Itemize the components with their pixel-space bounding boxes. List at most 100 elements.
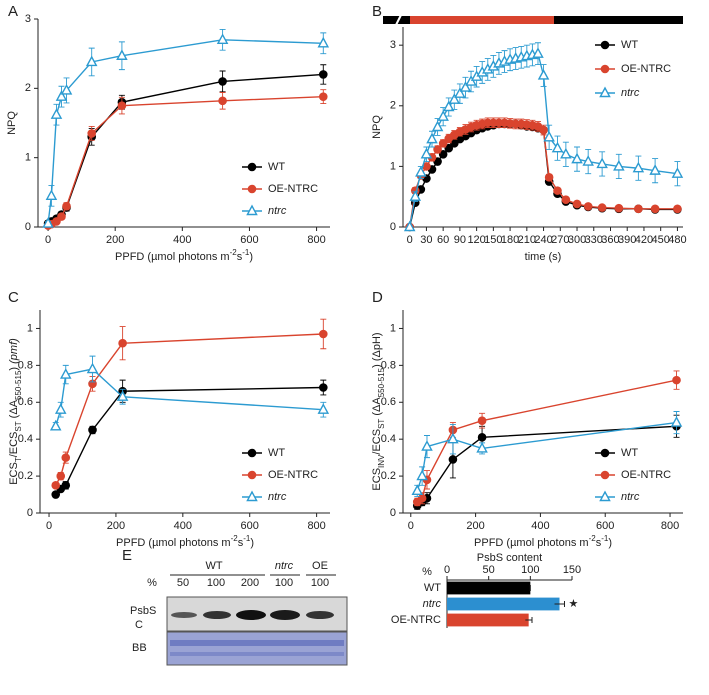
marker	[537, 69, 550, 80]
marker	[421, 440, 433, 451]
marker	[613, 159, 625, 171]
x-tick-label: 90	[454, 234, 466, 246]
marker	[532, 47, 544, 58]
x-tick-label: 800	[307, 234, 325, 246]
x-tick-label: 400	[173, 234, 191, 246]
legend-marker	[246, 204, 258, 216]
panel-letter: D	[372, 289, 383, 306]
marker	[673, 204, 682, 214]
marker	[52, 217, 61, 226]
legend-label: ntrc	[621, 87, 640, 99]
marker	[416, 469, 428, 481]
x-tick-label: 330	[585, 234, 603, 246]
x-tick-label: 450	[652, 234, 670, 246]
marker	[634, 204, 643, 214]
lane-label: 100	[311, 577, 329, 589]
y-tick-label: 0	[390, 221, 396, 233]
bar	[447, 597, 560, 611]
marker	[560, 147, 572, 159]
x-tick-label: 50	[483, 564, 495, 576]
marker	[317, 403, 330, 414]
y-tick-label: 0.8	[381, 359, 396, 371]
x-tick-label: 240	[534, 234, 552, 246]
label-part: ECS	[8, 462, 20, 485]
y-tick-label: 0.2	[18, 470, 33, 482]
marker	[561, 195, 571, 205]
x-tick-label: 120	[467, 234, 485, 246]
marker	[438, 149, 448, 159]
legend-label: OE-NTRC	[268, 183, 318, 195]
marker	[319, 383, 328, 392]
x-tick-label: 150	[484, 234, 502, 246]
bar	[447, 613, 529, 627]
label-part: -2	[589, 534, 597, 543]
marker	[539, 125, 548, 135]
legend-swatch	[599, 490, 611, 502]
x-tick-label: 100	[521, 564, 539, 576]
group-label: ntrc	[275, 560, 294, 572]
x-axis-label: %	[422, 566, 432, 578]
bar	[447, 581, 531, 595]
x-tick-label: 0	[46, 520, 52, 532]
x-tick-label: 400	[531, 520, 549, 532]
x-tick-label: 60	[437, 234, 449, 246]
legend-swatch	[247, 184, 257, 194]
marker	[426, 132, 438, 144]
x-tick-label: 0	[444, 564, 450, 576]
marker	[216, 33, 229, 44]
label-part: ST	[14, 421, 23, 431]
y-tick-label: 0.4	[381, 433, 396, 445]
marker	[431, 120, 444, 132]
legend-swatch	[600, 40, 610, 50]
marker	[437, 110, 449, 121]
label-part: -1	[243, 534, 251, 543]
marker	[420, 147, 433, 159]
label-part: time (s)	[525, 251, 562, 263]
legend-label: OE-NTRC	[621, 63, 671, 75]
marker	[444, 143, 454, 153]
legend-swatch	[247, 470, 257, 480]
marker	[433, 157, 442, 166]
y-tick-label: 0	[25, 221, 31, 233]
y-tick-label: 0.6	[18, 396, 33, 408]
label-part: NPQ	[6, 111, 18, 135]
band	[236, 610, 266, 620]
label-part: T	[14, 457, 23, 462]
x-tick-label: 180	[501, 234, 519, 246]
marker	[596, 157, 608, 169]
marker	[56, 471, 66, 481]
annotation: ★	[569, 598, 579, 610]
marker	[54, 403, 67, 414]
legend-label: WT	[621, 447, 638, 459]
x-tick-label: 600	[241, 520, 259, 532]
y-axis-label: ECST/ECSST (ΔA550-515) (pmf)	[8, 338, 23, 485]
marker	[671, 167, 684, 178]
panel-letter: E	[122, 547, 132, 564]
legend-label: OE-NTRC	[268, 469, 318, 481]
x-tick-label: 200	[106, 234, 124, 246]
marker	[45, 189, 58, 200]
label-part: s	[238, 537, 244, 549]
blot: % 50 100 200 100 100 WT ntrc OE PsbS C B…	[130, 560, 348, 666]
y-tick-label: OE-NTRC	[391, 614, 441, 626]
label-part: /ECS	[371, 429, 383, 455]
marker	[42, 217, 54, 228]
y-tick-label: 0	[27, 507, 33, 519]
marker	[459, 81, 472, 92]
x-axis-label: PPFD (µmol photons m-2s-1)	[116, 534, 254, 549]
legend-label: ntrc	[268, 205, 287, 217]
marker	[86, 362, 99, 374]
legend-marker	[600, 40, 610, 50]
marker	[417, 493, 427, 503]
legend-swatch	[599, 86, 611, 98]
marker	[672, 375, 681, 385]
group-label: OE	[312, 560, 328, 572]
band	[171, 612, 197, 618]
label-part: -2	[230, 248, 238, 257]
row-label: BB	[132, 642, 147, 654]
label-part: -2	[231, 534, 239, 543]
marker	[61, 453, 71, 462]
marker	[118, 338, 127, 348]
error-bar	[525, 617, 533, 623]
x-tick-label: 210	[518, 234, 536, 246]
